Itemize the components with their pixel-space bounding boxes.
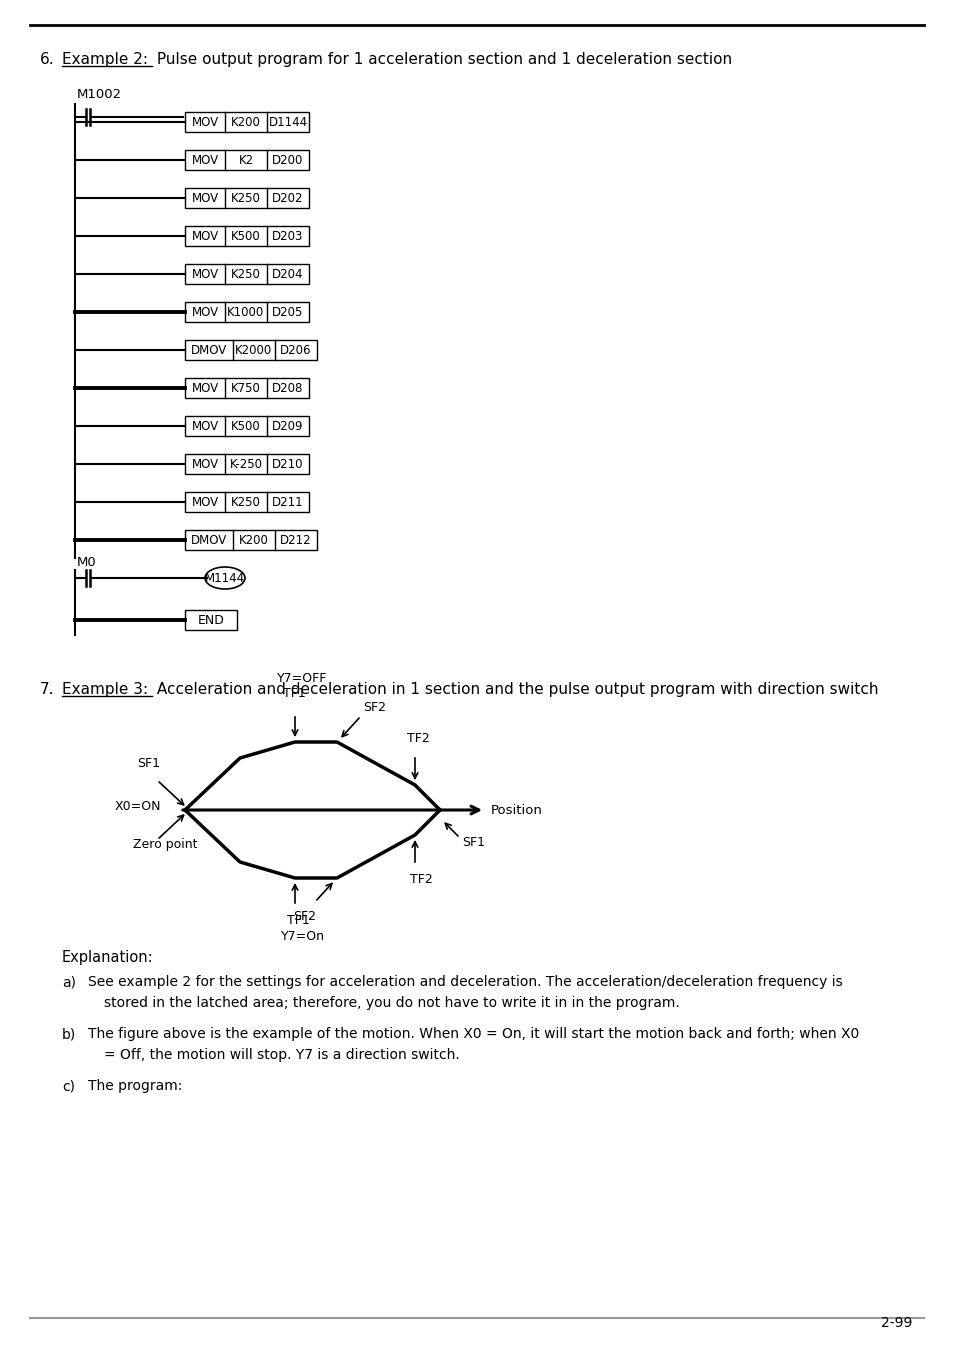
- Text: MOV: MOV: [192, 382, 218, 394]
- Text: K250: K250: [231, 267, 261, 281]
- Text: M1002: M1002: [77, 88, 122, 101]
- Bar: [185, 416, 309, 436]
- Text: Acceleration and deceleration in 1 section and the pulse output program with dir: Acceleration and deceleration in 1 secti…: [152, 682, 878, 697]
- Text: M0: M0: [77, 556, 96, 568]
- Bar: [185, 454, 309, 474]
- Text: Y7=On: Y7=On: [281, 930, 325, 944]
- Text: D211: D211: [272, 495, 303, 509]
- Text: D202: D202: [272, 192, 303, 204]
- Text: K2: K2: [238, 154, 253, 166]
- Text: D210: D210: [272, 458, 303, 471]
- Bar: [185, 112, 309, 132]
- Text: TF1: TF1: [287, 914, 310, 927]
- Bar: [185, 188, 309, 208]
- Text: DMOV: DMOV: [191, 343, 227, 356]
- Ellipse shape: [205, 567, 245, 589]
- Text: b): b): [62, 1027, 76, 1041]
- Text: X0=ON: X0=ON: [115, 801, 161, 814]
- Text: 6.: 6.: [40, 53, 54, 68]
- Text: TF2: TF2: [407, 732, 429, 745]
- Text: D209: D209: [272, 420, 303, 432]
- Bar: [185, 150, 309, 170]
- Text: Example 2:: Example 2:: [62, 53, 148, 68]
- Text: K250: K250: [231, 495, 261, 509]
- Text: 7.: 7.: [40, 682, 54, 697]
- Bar: [185, 265, 309, 284]
- Text: 2-99: 2-99: [880, 1316, 911, 1330]
- Text: = Off, the motion will stop. Y7 is a direction switch.: = Off, the motion will stop. Y7 is a dir…: [104, 1048, 459, 1062]
- Text: The figure above is the example of the motion. When X0 = On, it will start the m: The figure above is the example of the m…: [88, 1027, 859, 1041]
- Text: D203: D203: [272, 230, 303, 243]
- Text: K2000: K2000: [235, 343, 273, 356]
- Bar: [185, 491, 309, 512]
- Text: K500: K500: [231, 420, 260, 432]
- Text: K500: K500: [231, 230, 260, 243]
- Text: Position: Position: [491, 803, 542, 817]
- Bar: [185, 225, 309, 246]
- Text: stored in the latched area; therefore, you do not have to write it in in the pro: stored in the latched area; therefore, y…: [104, 996, 679, 1010]
- Text: K200: K200: [231, 116, 261, 128]
- Text: a): a): [62, 975, 76, 990]
- Bar: [185, 531, 316, 549]
- Text: See example 2 for the settings for acceleration and deceleration. The accelerati: See example 2 for the settings for accel…: [88, 975, 841, 990]
- Text: K750: K750: [231, 382, 261, 394]
- Text: SF2: SF2: [363, 701, 386, 714]
- Text: MOV: MOV: [192, 267, 218, 281]
- Text: D208: D208: [272, 382, 303, 394]
- Text: D206: D206: [280, 343, 312, 356]
- Bar: [185, 378, 309, 398]
- Text: The program:: The program:: [88, 1079, 182, 1094]
- Bar: [185, 610, 236, 630]
- Text: Example 3:: Example 3:: [62, 682, 148, 697]
- Text: Y7=OFF: Y7=OFF: [276, 672, 327, 684]
- Text: SF1: SF1: [137, 757, 160, 769]
- Text: MOV: MOV: [192, 305, 218, 319]
- Text: D204: D204: [272, 267, 303, 281]
- Text: MOV: MOV: [192, 116, 218, 128]
- Text: Pulse output program for 1 acceleration section and 1 deceleration section: Pulse output program for 1 acceleration …: [152, 53, 731, 68]
- Text: SF1: SF1: [461, 836, 484, 849]
- Text: D200: D200: [272, 154, 303, 166]
- Text: Zero point: Zero point: [132, 838, 197, 850]
- Text: TF2: TF2: [410, 873, 433, 886]
- Text: D205: D205: [272, 305, 303, 319]
- Text: D1144: D1144: [268, 116, 307, 128]
- Text: END: END: [197, 613, 224, 626]
- Text: K250: K250: [231, 192, 261, 204]
- Text: K200: K200: [239, 533, 269, 547]
- Bar: [185, 340, 316, 360]
- Text: MOV: MOV: [192, 154, 218, 166]
- Text: Explanation:: Explanation:: [62, 950, 153, 965]
- Text: MOV: MOV: [192, 458, 218, 471]
- Text: TF1: TF1: [283, 687, 305, 701]
- Text: c): c): [62, 1079, 75, 1094]
- Text: MOV: MOV: [192, 495, 218, 509]
- Text: SF2: SF2: [293, 910, 315, 923]
- Text: MOV: MOV: [192, 230, 218, 243]
- Text: MOV: MOV: [192, 420, 218, 432]
- Text: MOV: MOV: [192, 192, 218, 204]
- Text: D212: D212: [280, 533, 312, 547]
- Bar: [185, 302, 309, 323]
- Text: K1000: K1000: [227, 305, 264, 319]
- Text: M1144: M1144: [205, 571, 245, 585]
- Text: K-250: K-250: [230, 458, 262, 471]
- Text: DMOV: DMOV: [191, 533, 227, 547]
